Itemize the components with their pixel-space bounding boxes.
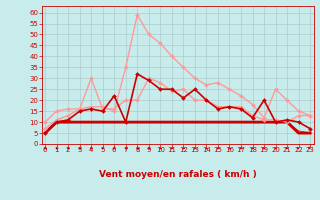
X-axis label: Vent moyen/en rafales ( km/h ): Vent moyen/en rafales ( km/h ) xyxy=(99,170,256,179)
